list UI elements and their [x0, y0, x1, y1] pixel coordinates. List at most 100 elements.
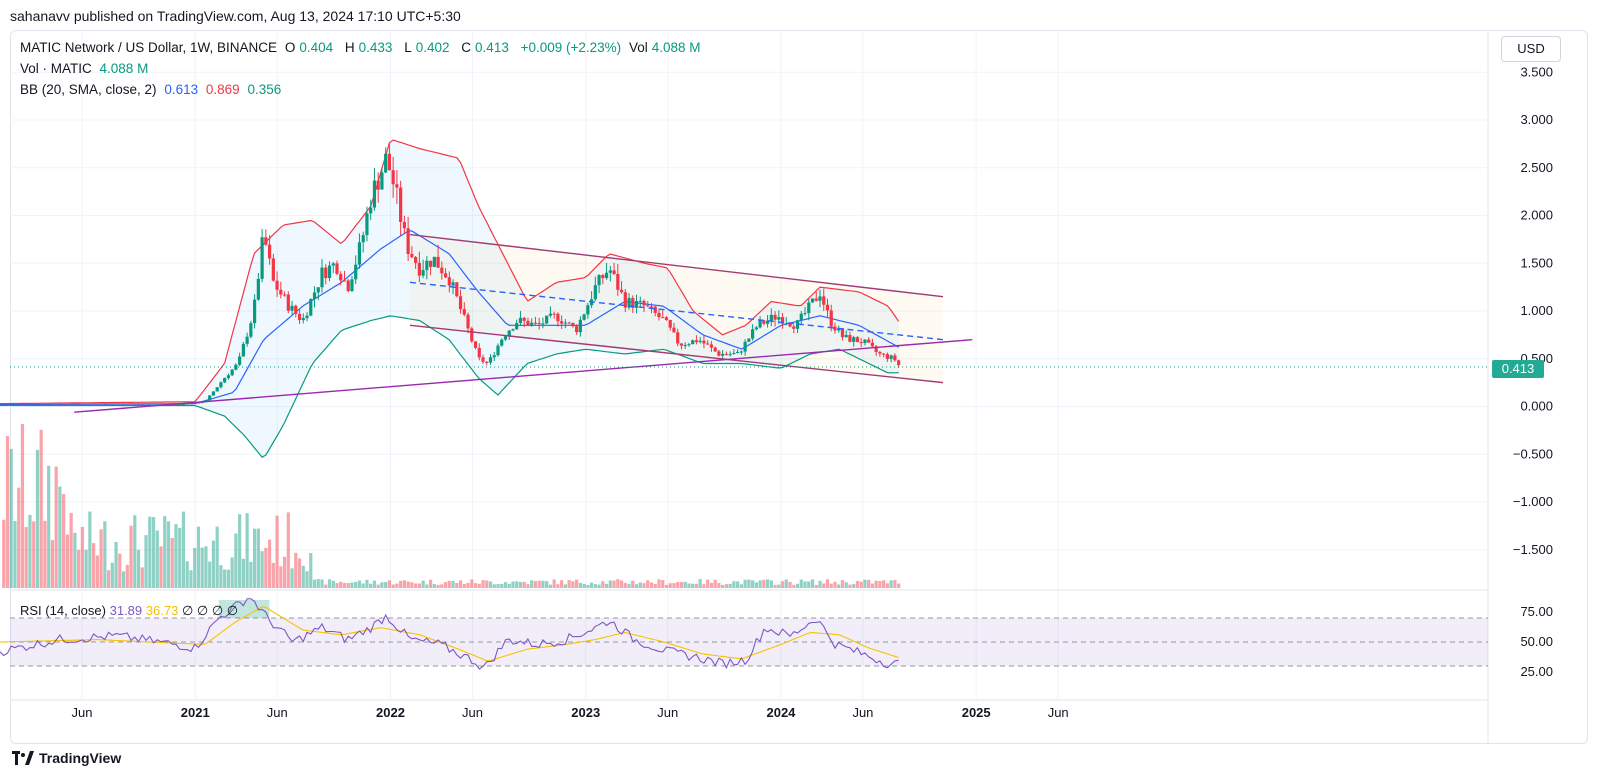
volume-bar	[885, 583, 889, 588]
candle-body	[77, 404, 81, 406]
volume-bar	[200, 547, 204, 588]
price-tick-label: 3.000	[1520, 112, 1553, 127]
candle-body	[470, 328, 474, 342]
candle-body	[440, 267, 444, 274]
volume-bar	[646, 580, 650, 588]
candle-body	[466, 314, 470, 329]
bb-upper-line	[0, 139, 900, 405]
rsi-ma-value: 36.73	[145, 603, 179, 618]
candle-body	[421, 270, 425, 276]
volume-bar	[196, 526, 201, 588]
volume-bar	[829, 583, 833, 588]
candle-body	[335, 263, 339, 274]
volume-bar	[178, 527, 182, 588]
candle-body	[275, 280, 279, 290]
candle-body	[664, 317, 669, 320]
candle-body	[773, 314, 777, 320]
candle-body	[189, 403, 193, 405]
volume-bar	[230, 557, 234, 588]
candle-body	[818, 296, 822, 301]
candle-body	[769, 314, 773, 321]
volume-bar	[537, 580, 541, 588]
volume-bar	[822, 583, 826, 588]
candle-body	[844, 334, 848, 338]
volume-bar	[223, 569, 227, 588]
volume-bar	[204, 546, 208, 588]
candle-body	[279, 289, 283, 295]
candle-body	[848, 334, 852, 342]
candle-body	[50, 404, 55, 406]
symbol-title[interactable]: MATIC Network / US Dollar, 1W, BINANCE	[20, 40, 278, 55]
volume-bar	[769, 580, 773, 588]
candle-body	[110, 404, 114, 406]
volume-bar	[541, 580, 545, 588]
candle-body	[136, 404, 141, 406]
volume-bar	[485, 580, 489, 588]
candle-body	[312, 292, 317, 300]
volume-bar	[518, 581, 523, 588]
candle-body	[571, 322, 575, 327]
rsi-extra: ∅ ∅ ∅ ∅	[181, 603, 239, 618]
volume-bar	[62, 494, 66, 588]
candle-body	[728, 354, 732, 356]
candle-body	[170, 404, 174, 406]
candle-body	[683, 344, 687, 346]
chart-frame[interactable]	[10, 30, 1588, 744]
volume-label[interactable]: Vol · MATIC	[20, 61, 92, 76]
rsi-legend: RSI (14, close) 31.89 36.73 ∅ ∅ ∅ ∅	[20, 603, 238, 619]
candle-body	[267, 244, 272, 259]
candle-body	[331, 263, 335, 266]
candle-body	[874, 346, 878, 352]
candle-body	[80, 404, 84, 406]
volume-bar	[436, 584, 440, 588]
candle-body	[481, 357, 485, 362]
volume-bar	[492, 584, 496, 588]
volume-bar	[406, 581, 410, 588]
rsi-value: 31.89	[109, 603, 143, 618]
volume-legend-value: 4.088 M	[99, 61, 149, 76]
open-value: O 0.404	[284, 40, 334, 55]
volume-bar	[488, 581, 493, 588]
candle-body	[556, 313, 560, 322]
volume-bar	[110, 562, 114, 588]
candle-body	[395, 184, 399, 188]
currency-button[interactable]: USD	[1501, 36, 1561, 62]
volume-bar	[578, 582, 582, 588]
volume-bar	[511, 581, 515, 588]
volume-bar	[399, 580, 403, 588]
volume-bar	[687, 583, 691, 588]
volume-bar	[784, 579, 788, 588]
volume-bar	[874, 580, 878, 588]
bb-label[interactable]: BB (20, SMA, close, 2)	[20, 82, 157, 97]
time-tick-label: 2021	[181, 705, 210, 720]
candle-body	[133, 404, 137, 406]
publisher-line: sahanavv published on TradingView.com, A…	[10, 8, 461, 24]
rsi-label[interactable]: RSI (14, close)	[20, 603, 106, 618]
candle-body	[436, 256, 440, 268]
candle-body	[148, 404, 152, 406]
volume-bar	[852, 584, 856, 588]
candle-body	[346, 280, 350, 292]
volume-bar	[634, 584, 639, 588]
volume-bar	[739, 584, 743, 588]
volume-bar	[174, 524, 178, 588]
candle-body	[297, 313, 302, 321]
candle-body	[208, 395, 212, 401]
candle-body	[721, 353, 725, 356]
volume-bar	[65, 534, 69, 588]
candle-body	[414, 257, 418, 263]
last-price-tag: 0.413	[1492, 360, 1544, 378]
candle-body	[365, 213, 369, 236]
volume-bar	[575, 579, 579, 588]
tradingview-footer[interactable]: TradingView	[12, 750, 121, 766]
volume-bar	[58, 486, 62, 588]
candle-body	[350, 279, 354, 292]
candle-body	[560, 321, 564, 324]
volume-bar	[417, 583, 421, 588]
volume-bar	[361, 583, 365, 588]
volume-bar	[241, 558, 245, 588]
candle-body	[473, 341, 478, 348]
candle-body	[211, 391, 216, 396]
volume-bar	[694, 583, 699, 588]
